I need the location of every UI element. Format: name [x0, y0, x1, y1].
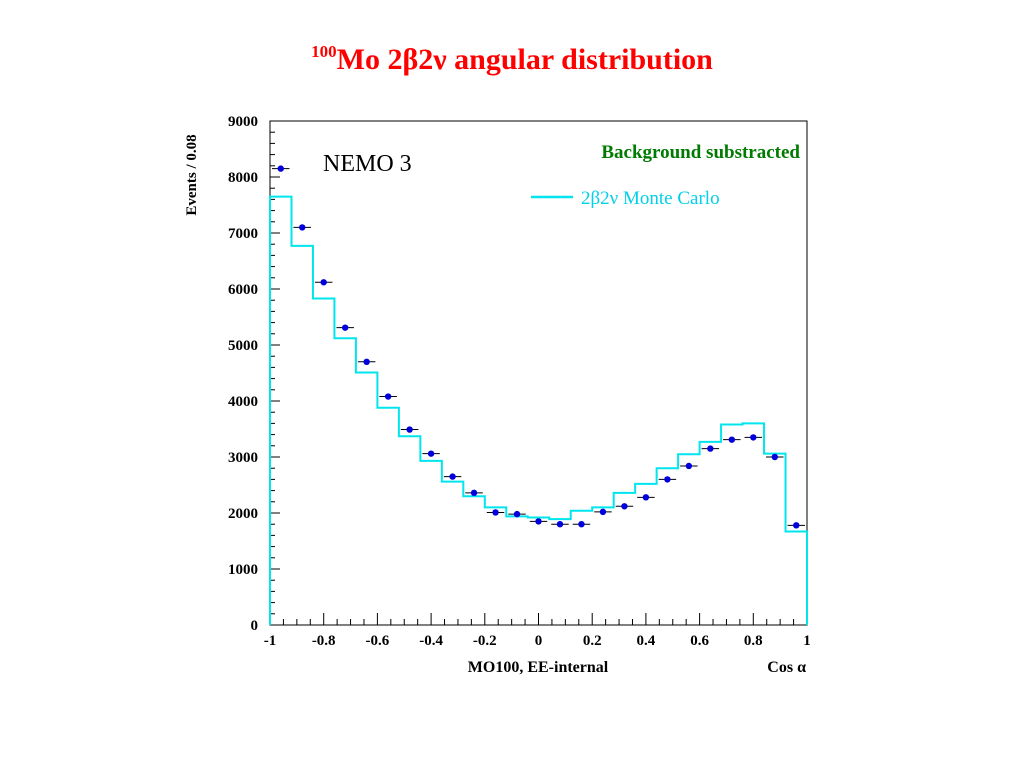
title-text: Mo 2β2ν angular distribution — [336, 43, 713, 76]
data-point — [336, 324, 354, 331]
x-tick-label: -0.4 — [419, 633, 443, 649]
data-point-marker — [556, 521, 564, 528]
data-point-marker — [449, 473, 456, 480]
data-point — [615, 503, 634, 510]
y-axis-label: Events / 0.08 — [184, 134, 200, 215]
x-tick-label: -1 — [264, 633, 277, 649]
data-point-marker — [363, 358, 370, 365]
data-point — [357, 358, 376, 365]
x-tick-label: 0 — [535, 633, 543, 649]
y-tick-label: 4000 — [228, 394, 258, 410]
data-point — [529, 518, 548, 525]
y-tick-label: 7000 — [228, 226, 258, 242]
monte-carlo-histogram — [269, 195, 808, 625]
y-tick-label: 9000 — [228, 114, 258, 130]
slide-title: 100Mo 2β2ν angular distribution — [0, 42, 1024, 77]
data-point — [658, 476, 677, 483]
x-tick-label: 0.4 — [637, 633, 656, 649]
data-point-marker — [406, 426, 413, 433]
data-point-marker — [535, 518, 542, 525]
data-point-marker — [707, 445, 714, 452]
data-point-marker — [750, 434, 757, 441]
data-point — [766, 453, 784, 461]
x-tick-label: 0.6 — [690, 633, 709, 649]
x-axis-label: MO100, EE-internal — [468, 659, 609, 676]
x-tick-label: -0.2 — [473, 633, 497, 649]
data-point-marker — [621, 503, 628, 510]
y-tick-label: 5000 — [228, 338, 258, 354]
x-tick-label: 0.8 — [744, 633, 763, 649]
data-point — [551, 521, 569, 528]
data-point — [465, 489, 483, 497]
data-point-marker — [685, 462, 693, 470]
x-axis-label-right: Cos α — [767, 659, 806, 676]
x-tick-label: 1 — [803, 633, 811, 649]
data-point-marker — [470, 489, 478, 497]
x-tick-label: -0.6 — [366, 633, 390, 649]
data-point — [508, 510, 526, 518]
data-point-marker — [771, 453, 778, 461]
data-point-marker — [427, 450, 435, 457]
data-point-marker — [277, 165, 284, 172]
data-point-marker — [599, 508, 607, 516]
y-tick-labels: 0 1000 2000 3000 4000 5000 6000 7000 8000 9000 — [228, 114, 258, 634]
data-point — [422, 450, 440, 457]
background-note: Background substracted — [601, 142, 800, 163]
nemo-label: NEMO 3 — [323, 151, 412, 177]
data-point — [379, 393, 397, 400]
y-tick-label: 2000 — [228, 506, 258, 522]
data-point — [637, 494, 655, 501]
data-point — [744, 434, 763, 441]
y-tick-label: 8000 — [228, 170, 258, 186]
data-point — [400, 426, 419, 433]
data-point-marker — [341, 324, 349, 331]
data-point-marker — [320, 279, 327, 286]
data-point-marker — [384, 393, 392, 400]
x-tick-labels: -1 -0.8 -0.6 -0.4 -0.2 0 0.2 0.4 0.6 0.8 1 — [264, 633, 811, 649]
data-point-marker — [513, 510, 521, 518]
data-point-marker — [299, 224, 306, 231]
data-point — [443, 473, 462, 480]
data-point-marker — [492, 509, 499, 516]
data-point-marker — [642, 494, 650, 501]
data-point-marker — [793, 522, 800, 529]
y-tick-label: 6000 — [228, 282, 258, 298]
data-point-marker — [578, 521, 585, 528]
legend-label: 2β2ν Monte Carlo — [581, 188, 720, 209]
data-point — [272, 165, 290, 172]
data-point — [723, 436, 741, 443]
data-point — [572, 521, 591, 528]
data-point — [701, 445, 720, 452]
data-point — [680, 462, 698, 470]
data-point-marker — [728, 436, 736, 443]
data-point — [314, 279, 333, 286]
y-tick-label: 1000 — [228, 562, 258, 578]
data-point — [486, 509, 505, 516]
y-tick-label: 0 — [251, 618, 259, 634]
y-tick-label: 3000 — [228, 450, 258, 466]
x-tick-label: -0.8 — [312, 633, 336, 649]
data-point — [594, 508, 612, 516]
title-superscript: 100 — [311, 42, 337, 61]
data-point-marker — [664, 476, 671, 483]
data-points-layer — [272, 165, 805, 529]
data-point — [293, 224, 311, 231]
x-tick-label: 0.2 — [583, 633, 602, 649]
monte-carlo-layer — [269, 195, 808, 625]
data-point — [787, 522, 805, 529]
